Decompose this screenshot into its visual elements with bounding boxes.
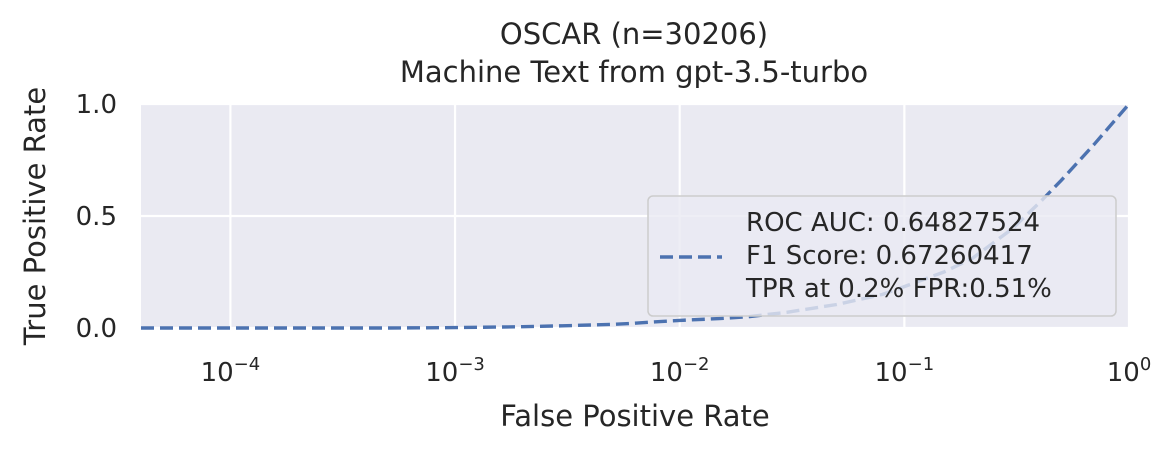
legend-box xyxy=(647,195,1117,317)
legend-entry: TPR at 0.2% FPR:0.51% xyxy=(745,274,1052,304)
x-tick-label: 10−1 xyxy=(875,354,935,388)
y-axis-label: True Positive Rate xyxy=(18,87,52,346)
legend-entry: ROC AUC: 0.64827524 xyxy=(746,208,1040,238)
x-tick-label: 10−2 xyxy=(650,354,710,388)
x-tick-label: 10−4 xyxy=(201,354,261,388)
x-tick-label: 100 xyxy=(1107,354,1152,388)
y-tick-labels: 0.0 0.5 1.0 xyxy=(76,90,117,344)
legend-entry: F1 Score: 0.67260417 xyxy=(746,241,1033,271)
x-axis-label: False Positive Rate xyxy=(500,399,770,433)
chart-subtitle: Machine Text from gpt-3.5-turbo xyxy=(400,55,868,89)
y-tick-label: 0.0 xyxy=(76,314,117,344)
y-tick-label: 1.0 xyxy=(76,90,117,120)
chart-title: OSCAR (n=30206) xyxy=(500,17,768,51)
x-tick-label: 10−3 xyxy=(425,354,485,388)
x-tick-labels: 10−4 10−3 10−2 10−1 100 xyxy=(201,354,1152,388)
y-tick-label: 0.5 xyxy=(76,202,117,232)
